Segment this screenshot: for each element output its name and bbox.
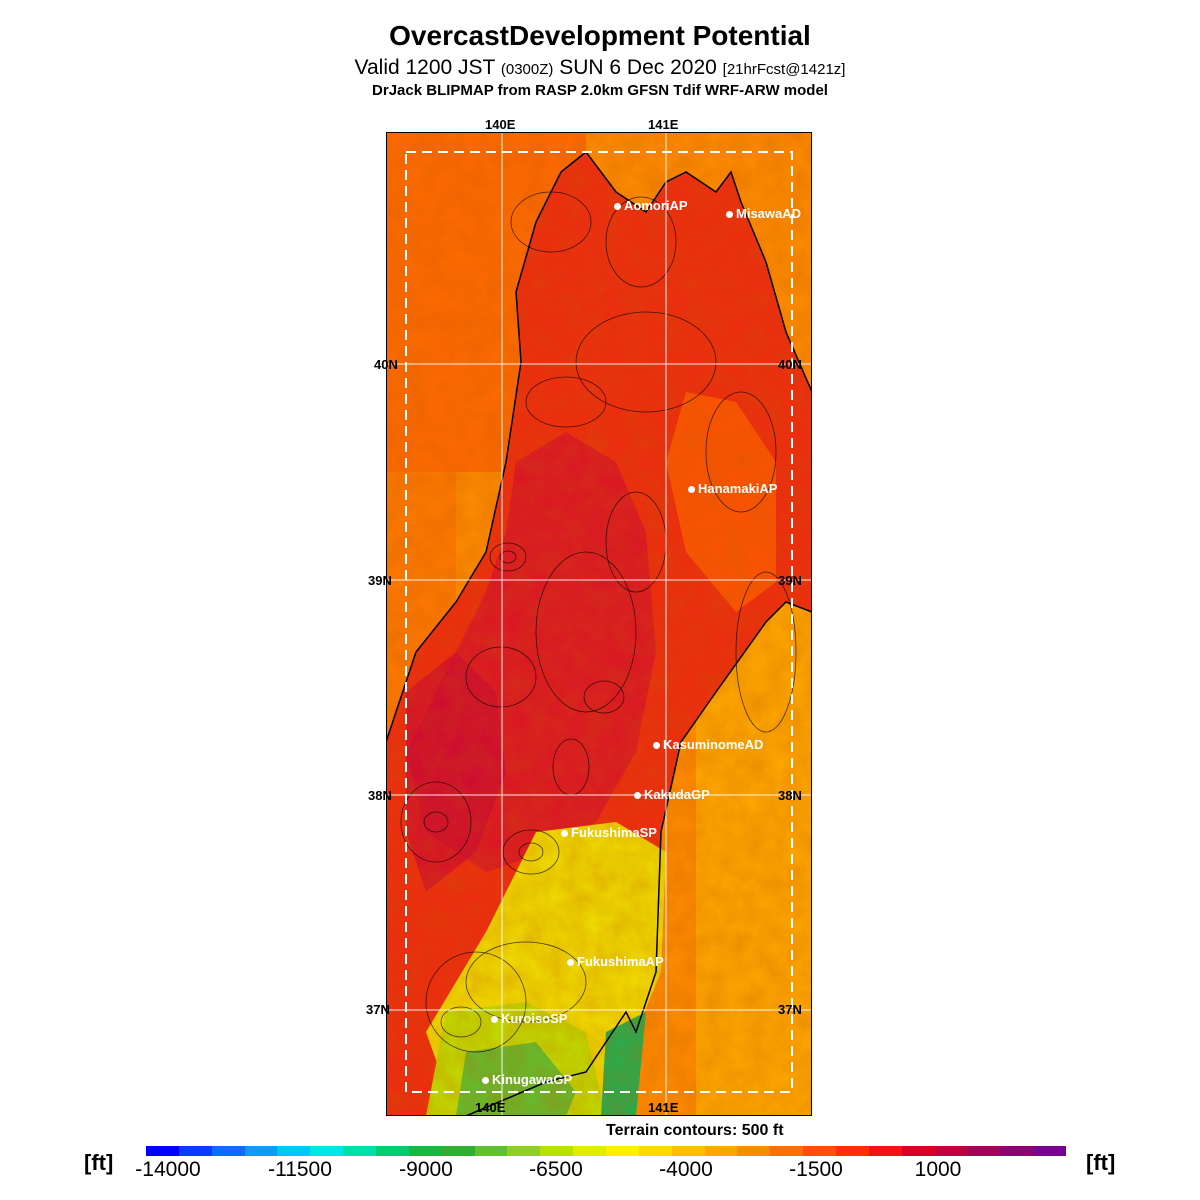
station-dot xyxy=(614,203,621,211)
station-dot xyxy=(561,830,568,838)
lat-label-40n: 40N xyxy=(374,357,398,372)
colorbar xyxy=(146,1146,1067,1156)
lon-label-141e-bottom: 141E xyxy=(648,1100,679,1115)
colorbar-swatch xyxy=(671,1146,705,1156)
lon-label-140e-bottom: 140E xyxy=(475,1100,506,1115)
station-dot xyxy=(688,486,695,494)
valid-prefix: Valid 1200 JST xyxy=(354,56,496,79)
terrain-contours-note: Terrain contours: 500 ft xyxy=(606,1122,784,1139)
colorbar-swatch xyxy=(441,1146,475,1156)
valid-date: SUN 6 Dec 2020 xyxy=(559,56,717,79)
colorbar-tick: -1500 xyxy=(789,1158,843,1181)
station-fukushima-sp: FukushimaSP xyxy=(561,825,657,840)
lon-label-140e-top: 140E xyxy=(485,117,516,132)
station-kasuminome-ad: KasuminomeAD xyxy=(653,737,763,752)
lat-label-39n-right: 39N xyxy=(778,573,802,588)
forecast-map xyxy=(386,132,812,1116)
colorbar-swatch xyxy=(178,1146,212,1156)
domain-boundary xyxy=(405,151,793,1093)
colorbar-swatch xyxy=(704,1146,738,1156)
colorbar-tick: -6500 xyxy=(529,1158,583,1181)
terrain-contours xyxy=(400,191,797,1053)
colorbar-swatch xyxy=(343,1146,377,1156)
colorbar-swatch xyxy=(277,1146,311,1156)
station-dot xyxy=(634,792,641,800)
station-kuroiso-sp: KuroisoSP xyxy=(491,1011,567,1026)
lat-label-37n-right: 37N xyxy=(778,1002,802,1017)
valid-time: Valid 1200 JST (0300Z) SUN 6 Dec 2020 [2… xyxy=(0,56,1200,80)
station-aomori-ap: AomoriAP xyxy=(614,198,688,213)
colorbar-tick: -14000 xyxy=(135,1158,201,1181)
colorbar-swatch xyxy=(146,1146,179,1156)
coastline xyxy=(386,150,812,1116)
station-misawa-ad: MisawaAD xyxy=(726,206,801,221)
colorbar-unit-left: [ft] xyxy=(84,1150,114,1175)
station-dot xyxy=(482,1077,489,1085)
station-hanamaki-ap: HanamakiAP xyxy=(688,481,777,496)
colorbar-swatch xyxy=(376,1146,409,1156)
lat-label-38n-right: 38N xyxy=(778,788,802,803)
colorbar-swatch xyxy=(836,1146,869,1156)
colorbar-swatch xyxy=(967,1146,1001,1156)
graticule xyxy=(386,132,812,1116)
colorbar-swatch xyxy=(638,1146,672,1156)
lat-label-37n: 37N xyxy=(366,1002,390,1017)
colorbar-tick: 1000 xyxy=(914,1158,962,1181)
colorbar-swatch xyxy=(507,1146,541,1156)
colorbar-swatch xyxy=(868,1146,902,1156)
colorbar-swatch xyxy=(737,1146,771,1156)
colorbar-swatch xyxy=(934,1146,968,1156)
colorbar-swatch xyxy=(606,1146,639,1156)
colorbar-swatch xyxy=(803,1146,837,1156)
colorbar-swatch xyxy=(1033,1146,1067,1156)
colorbar-swatch xyxy=(540,1146,574,1156)
station-kinugawa-gp: KinugawaGP xyxy=(482,1072,572,1087)
model-line: DrJack BLIPMAP from RASP 2.0km GFSN Tdif… xyxy=(372,82,828,99)
station-dot xyxy=(567,959,574,967)
lat-label-38n: 38N xyxy=(368,788,392,803)
colorbar-tick: -11500 xyxy=(268,1158,332,1181)
station-dot xyxy=(653,742,660,750)
forecast-info: [21hrFcst@1421z] xyxy=(722,61,846,78)
colorbar-swatch xyxy=(573,1146,607,1156)
station-kakuda-gp: KakudaGP xyxy=(634,787,710,802)
station-fukushima-ap: FukushimaAP xyxy=(567,954,664,969)
valid-utc: (0300Z) xyxy=(500,61,554,78)
colorbar-swatch xyxy=(310,1146,344,1156)
colorbar-swatch xyxy=(1000,1146,1034,1156)
chart-title: OvercastDevelopment Potential xyxy=(389,20,811,51)
lon-label-141e-top: 141E xyxy=(648,117,679,132)
colorbar-tick: -9000 xyxy=(399,1158,453,1181)
colorbar-swatch xyxy=(770,1146,804,1156)
colorbar-swatch xyxy=(474,1146,508,1156)
colorbar-swatch xyxy=(901,1146,935,1156)
colorbar-swatch xyxy=(244,1146,278,1156)
colorbar-swatch xyxy=(211,1146,245,1156)
station-dot xyxy=(491,1016,498,1024)
lat-label-39n: 39N xyxy=(368,573,392,588)
colorbar-swatch xyxy=(408,1146,442,1156)
station-dot xyxy=(726,211,733,219)
colorbar-tick: -4000 xyxy=(659,1158,713,1181)
lat-label-40n-right: 40N xyxy=(778,357,802,372)
colorbar-unit-right: [ft] xyxy=(1086,1150,1116,1175)
